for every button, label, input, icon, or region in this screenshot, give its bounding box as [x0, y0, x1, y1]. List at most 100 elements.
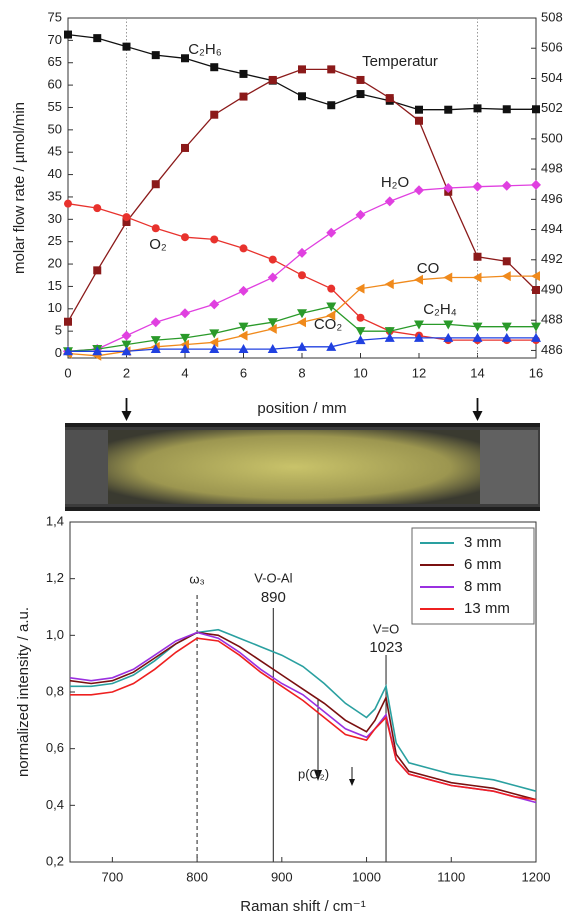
- marker: [384, 327, 395, 337]
- marker: [268, 255, 277, 264]
- x-tick-label: 4: [181, 365, 188, 380]
- y-tick-label: 1,0: [46, 627, 64, 642]
- series: [70, 637, 537, 801]
- marker: [181, 143, 189, 152]
- y-tick-label: 50: [48, 121, 62, 136]
- y-tick-label: 30: [48, 211, 62, 226]
- y2-tick-label: 502: [541, 100, 563, 115]
- x-tick-label: 16: [529, 365, 543, 380]
- arrow-head: [349, 779, 355, 786]
- reference-label: V=O: [373, 621, 399, 636]
- marker: [443, 183, 454, 193]
- y-tick-label: 70: [48, 32, 62, 47]
- reference-value: 1023: [369, 639, 402, 656]
- x-tick-label: 1100: [437, 869, 465, 884]
- y-tick-label: 15: [48, 278, 62, 293]
- marker: [443, 320, 454, 330]
- marker: [267, 344, 278, 354]
- series-label: C₂H₄: [423, 301, 457, 318]
- series-label: O₂: [149, 236, 167, 253]
- marker: [121, 330, 132, 341]
- x-tick-label: 14: [470, 365, 484, 380]
- y-tick-label: 0,6: [46, 740, 64, 755]
- x-tick-label: 12: [412, 365, 426, 380]
- series-line: [67, 68, 537, 323]
- marker: [210, 235, 219, 244]
- marker: [531, 179, 541, 190]
- y-tick-label: 1,4: [46, 513, 64, 528]
- marker: [326, 310, 336, 321]
- marker: [502, 257, 511, 266]
- marker: [531, 332, 541, 342]
- y2-tick-label: 500: [541, 130, 563, 145]
- marker: [239, 244, 248, 253]
- y-tick-label: 1,2: [46, 570, 64, 585]
- series-line: [69, 631, 537, 801]
- marker: [472, 181, 483, 192]
- y2-tick-label: 486: [541, 342, 563, 357]
- y-tick-label: 5: [55, 323, 62, 338]
- arrow-head: [121, 411, 132, 421]
- reference-label: ω₃: [189, 571, 204, 586]
- marker: [180, 344, 190, 354]
- x-tick-label: 10: [353, 365, 367, 380]
- marker: [384, 279, 394, 290]
- reference-value: 890: [261, 589, 286, 606]
- marker: [238, 330, 248, 341]
- marker: [93, 34, 102, 43]
- marker: [414, 320, 424, 330]
- marker: [93, 204, 102, 213]
- marker: [238, 285, 249, 296]
- marker: [180, 339, 189, 350]
- marker: [151, 224, 160, 233]
- marker: [210, 110, 219, 119]
- marker: [356, 90, 365, 99]
- marker: [92, 346, 103, 356]
- marker: [384, 196, 395, 207]
- x-axis-title: Raman shift / cm⁻¹: [240, 898, 365, 915]
- marker: [501, 332, 512, 342]
- y-tick-label: 65: [48, 54, 62, 69]
- marker: [414, 185, 424, 196]
- marker: [473, 104, 482, 113]
- marker: [209, 337, 219, 348]
- marker: [63, 346, 73, 356]
- y2-tick-label: 488: [541, 312, 563, 327]
- annotation: p(O₂): [298, 766, 329, 781]
- marker: [472, 322, 483, 332]
- marker: [443, 272, 453, 283]
- marker: [151, 51, 160, 60]
- y-tick-label: 0,2: [46, 853, 64, 868]
- marker: [150, 317, 161, 328]
- y-tick-label: 0,8: [46, 683, 64, 698]
- marker: [121, 346, 132, 356]
- marker: [444, 105, 453, 114]
- y2-tick-label: 506: [541, 40, 563, 55]
- series-label: CO: [417, 260, 440, 277]
- marker: [472, 272, 482, 283]
- marker: [501, 180, 512, 191]
- y2-tick-label: 496: [541, 191, 563, 206]
- marker: [532, 286, 540, 294]
- series-label: C₂H₆: [188, 41, 222, 58]
- marker: [181, 233, 189, 242]
- x-tick-label: 1000: [352, 869, 381, 884]
- marker: [239, 69, 248, 78]
- marker: [415, 105, 423, 114]
- marker: [297, 309, 307, 319]
- marker: [355, 335, 366, 345]
- y-tick-label: 55: [48, 99, 62, 114]
- series-label: CO₂: [314, 316, 343, 333]
- marker: [326, 302, 337, 312]
- marker: [209, 344, 220, 354]
- reactor-photo: [65, 423, 540, 511]
- marker: [64, 30, 72, 39]
- marker: [355, 283, 365, 294]
- series-label: Temperatur: [362, 53, 438, 70]
- marker: [327, 101, 336, 110]
- marker: [414, 274, 423, 285]
- y-tick-label: 0: [55, 345, 62, 360]
- marker: [298, 92, 306, 101]
- marker: [327, 65, 336, 74]
